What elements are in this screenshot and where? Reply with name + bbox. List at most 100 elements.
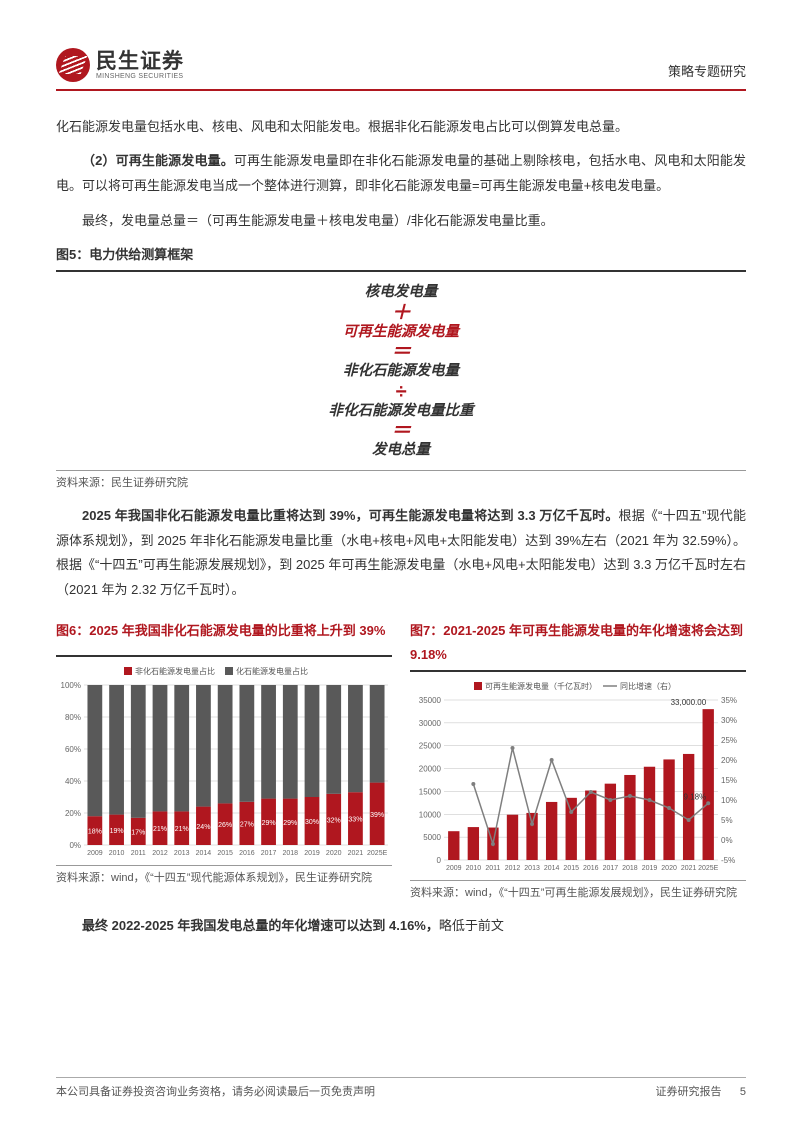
svg-text:5000: 5000 <box>423 833 441 842</box>
fig5-row-3: 非化石能源发电量比重 <box>56 402 746 422</box>
svg-text:20000: 20000 <box>419 765 442 774</box>
svg-text:2017: 2017 <box>603 865 619 872</box>
para-4-lead: 2025 年我国非化石能源发电量比重将达到 39%，可再生能源发电量将达到 3.… <box>82 508 619 523</box>
fig5-row-2: 非化石能源发电量 <box>56 362 746 382</box>
fig5-op-3: ＝ <box>56 422 746 440</box>
body-text-3: 最终 2022-2025 年我国发电总量的年化增速可以达到 4.16%，略低于前… <box>56 914 746 939</box>
company-name-en: MINSHENG SECURITIES <box>96 73 184 80</box>
svg-text:-5%: -5% <box>721 856 735 865</box>
svg-text:24%: 24% <box>196 823 210 830</box>
svg-text:33%: 33% <box>348 816 362 823</box>
svg-text:非化石能源发电量占比: 非化石能源发电量占比 <box>135 666 215 676</box>
svg-text:2013: 2013 <box>524 865 540 872</box>
para-1: 化石能源发电量包括水电、核电、风电和太阳能发电。根据非化石能源发电占比可以倒算发… <box>56 115 746 140</box>
svg-text:2012: 2012 <box>152 850 168 857</box>
footer-right: 证券研究报告 5 <box>656 1082 746 1103</box>
svg-text:26%: 26% <box>218 822 232 829</box>
svg-text:2015: 2015 <box>217 850 233 857</box>
page-footer: 本公司具备证券投资咨询业务资格，请务必阅读最后一页免责声明 证券研究报告 5 <box>56 1077 746 1103</box>
svg-text:2021: 2021 <box>681 865 697 872</box>
svg-text:25000: 25000 <box>419 742 442 751</box>
svg-text:2017: 2017 <box>261 850 277 857</box>
svg-text:29%: 29% <box>262 819 276 826</box>
footer-left: 本公司具备证券投资咨询业务资格，请务必阅读最后一页免责声明 <box>56 1082 375 1103</box>
section-title: 策略专题研究 <box>668 48 746 85</box>
svg-text:30000: 30000 <box>419 719 442 728</box>
company-name-cn: 民生证券 <box>96 50 184 73</box>
svg-text:2020: 2020 <box>661 865 677 872</box>
fig6-title: 图6：2025 年我国非化石能源发电量的比重将上升到 39% <box>56 619 392 657</box>
svg-text:18%: 18% <box>88 828 102 835</box>
svg-text:100%: 100% <box>61 681 81 690</box>
fig5-row-0: 核电发电量 <box>56 283 746 303</box>
para-5: 最终 2022-2025 年我国发电总量的年化增速可以达到 4.16%，略低于前… <box>56 914 746 939</box>
svg-text:21%: 21% <box>153 826 167 833</box>
fig5-op-0: ＋ <box>56 304 746 322</box>
svg-text:2025E: 2025E <box>698 865 719 872</box>
svg-text:30%: 30% <box>721 716 737 725</box>
para-2: （2）可再生能源发电量。可再生能源发电量即在非化石能源发电量的基础上剔除核电，包… <box>56 149 746 198</box>
svg-text:10000: 10000 <box>419 810 442 819</box>
para-2-lead: （2）可再生能源发电量。 <box>82 153 234 168</box>
svg-text:40%: 40% <box>65 777 81 786</box>
fig5-framework: 核电发电量 ＋ 可再生能源发电量 ＝ 非化石能源发电量 ÷ 非化石能源发电量比重… <box>56 278 746 468</box>
fig7-chart: 0 5000 10000 15000 20000 25000 30000 35000 -5% 0%… <box>410 678 746 878</box>
page-header: 民生证券 MINSHENG SECURITIES 策略专题研究 <box>56 48 746 85</box>
body-text-2: 2025 年我国非化石能源发电量比重将达到 39%，可再生能源发电量将达到 3.… <box>56 504 746 603</box>
svg-text:15000: 15000 <box>419 787 442 796</box>
svg-text:0%: 0% <box>721 836 733 845</box>
svg-text:2018: 2018 <box>622 865 638 872</box>
svg-text:2019: 2019 <box>304 850 320 857</box>
page-number: 5 <box>740 1086 746 1098</box>
svg-text:21%: 21% <box>175 826 189 833</box>
svg-text:可再生能源发电量（千亿瓦时）: 可再生能源发电量（千亿瓦时） <box>485 681 597 691</box>
fig5-row-1: 可再生能源发电量 <box>56 323 746 343</box>
fig6-source: 资料来源：wind，《“十四五”现代能源体系规划》，民生证券研究院 <box>56 865 392 889</box>
svg-text:5%: 5% <box>721 816 733 825</box>
para-5-lead: 最终 2022-2025 年我国发电总量的年化增速可以达到 4.16%， <box>82 918 439 933</box>
charts-row: 图6：2025 年我国非化石能源发电量的比重将上升到 39% 0%20%40%6… <box>56 613 746 904</box>
svg-text:0: 0 <box>437 856 442 865</box>
para-3: 最终，发电量总量＝（可再生能源发电量＋核电发电量）/非化石能源发电量比重。 <box>56 209 746 234</box>
svg-text:2012: 2012 <box>505 865 521 872</box>
footer-right-label: 证券研究报告 <box>656 1086 722 1098</box>
fig7-source: 资料来源：wind，《“十四五”可再生能源发展规划》，民生证券研究院 <box>410 880 746 904</box>
svg-text:9.18%: 9.18% <box>684 792 707 801</box>
fig7-title: 图7：2021-2025 年可再生能源发电量的年化增速将会达到 9.18% <box>410 619 746 672</box>
svg-text:化石能源发电量占比: 化石能源发电量占比 <box>236 666 308 676</box>
body-text: 化石能源发电量包括水电、核电、风电和太阳能发电。根据非化石能源发电占比可以倒算发… <box>56 115 746 234</box>
svg-text:2011: 2011 <box>131 850 146 857</box>
svg-text:35000: 35000 <box>419 696 442 705</box>
para-5-tail: 略低于前文 <box>439 918 504 933</box>
svg-text:2013: 2013 <box>174 850 190 857</box>
svg-text:2009: 2009 <box>87 850 103 857</box>
svg-text:60%: 60% <box>65 745 81 754</box>
svg-text:2014: 2014 <box>544 865 560 872</box>
fig5-title: 图5：电力供给测算框架 <box>56 243 746 272</box>
para-4: 2025 年我国非化石能源发电量比重将达到 39%，可再生能源发电量将达到 3.… <box>56 504 746 603</box>
header-rule <box>56 89 746 91</box>
svg-text:2015: 2015 <box>563 865 579 872</box>
svg-text:2018: 2018 <box>282 850 298 857</box>
svg-text:0%: 0% <box>69 841 81 850</box>
fig6-col: 图6：2025 年我国非化石能源发电量的比重将上升到 39% 0%20%40%6… <box>56 613 392 904</box>
svg-text:2010: 2010 <box>466 865 482 872</box>
svg-text:80%: 80% <box>65 713 81 722</box>
fig7-col: 图7：2021-2025 年可再生能源发电量的年化增速将会达到 9.18% 0 5… <box>410 613 746 904</box>
svg-text:19%: 19% <box>110 827 124 834</box>
fig5-op-2: ÷ <box>56 383 746 401</box>
svg-text:29%: 29% <box>283 819 297 826</box>
svg-text:2016: 2016 <box>583 865 599 872</box>
logo-block: 民生证券 MINSHENG SECURITIES <box>56 48 184 82</box>
svg-text:30%: 30% <box>305 819 319 826</box>
svg-text:27%: 27% <box>240 821 254 828</box>
svg-text:2011: 2011 <box>485 865 500 872</box>
svg-text:35%: 35% <box>721 696 737 705</box>
svg-text:33,000.00: 33,000.00 <box>671 698 707 707</box>
svg-text:25%: 25% <box>721 736 737 745</box>
svg-text:15%: 15% <box>721 776 737 785</box>
svg-text:2025E: 2025E <box>367 850 388 857</box>
svg-text:2021: 2021 <box>348 850 364 857</box>
logo-icon <box>56 48 90 82</box>
svg-text:同比增速（右）: 同比增速（右） <box>620 681 676 691</box>
